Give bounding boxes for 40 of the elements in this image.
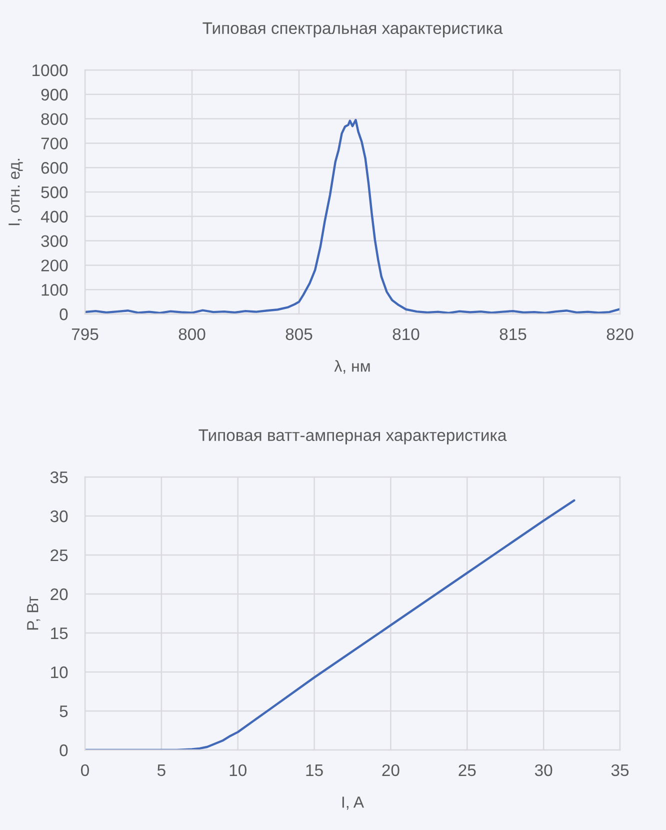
y-tick-label: 900 — [41, 88, 68, 101]
y-axis-title: P, Вт — [27, 596, 40, 630]
x-tick-label: 35 — [611, 764, 629, 776]
x-tick-label: 10 — [230, 764, 246, 776]
x-tick-label: 15 — [306, 764, 323, 776]
x-tick-label: 0 — [81, 764, 89, 776]
x-tick-label: 800 — [178, 328, 206, 340]
x-tick-label: 820 — [606, 328, 634, 340]
x-tick-label: 795 — [72, 328, 98, 340]
x-axis-title: I, A — [342, 796, 364, 810]
y-tick-label: 35 — [50, 471, 68, 484]
x-tick-label: 815 — [500, 328, 526, 340]
y-tick-label: 100 — [42, 284, 68, 296]
x-tick-label: 810 — [392, 328, 420, 340]
y-tick-label: 30 — [50, 510, 68, 522]
y-tick-label: 200 — [41, 260, 68, 272]
y-tick-label: 700 — [41, 138, 68, 150]
chart-title: Типовая спектральная характеристика — [202, 22, 503, 38]
y-tick-label: 15 — [51, 628, 68, 640]
x-tick-label: 5 — [157, 764, 166, 776]
x-tick-label: 25 — [458, 764, 476, 776]
x-tick-label: 20 — [382, 764, 400, 776]
y-tick-label: 25 — [50, 549, 68, 562]
y-tick-label: 0 — [60, 744, 68, 756]
y-axis-title: I, отн. ед. — [8, 158, 23, 226]
y-tick-label: 20 — [50, 588, 68, 600]
y-tick-label: 400 — [40, 210, 68, 223]
x-tick-label: 30 — [534, 764, 552, 776]
line-series — [85, 499, 576, 750]
y-tick-label: 600 — [41, 162, 68, 174]
y-tick-label: 1000 — [32, 64, 68, 76]
y-tick-label: 0 — [60, 308, 68, 320]
y-tick-label: 5 — [60, 706, 68, 718]
y-tick-label: 10 — [51, 666, 68, 678]
y-tick-label: 800 — [41, 113, 68, 126]
chart-title: Типовая ватт-амперная характеристика — [198, 429, 507, 444]
y-tick-label: 300 — [41, 235, 68, 248]
x-axis-title: λ, нм — [334, 360, 370, 374]
x-tick-label: 805 — [286, 328, 312, 340]
y-tick-label: 500 — [41, 186, 68, 198]
